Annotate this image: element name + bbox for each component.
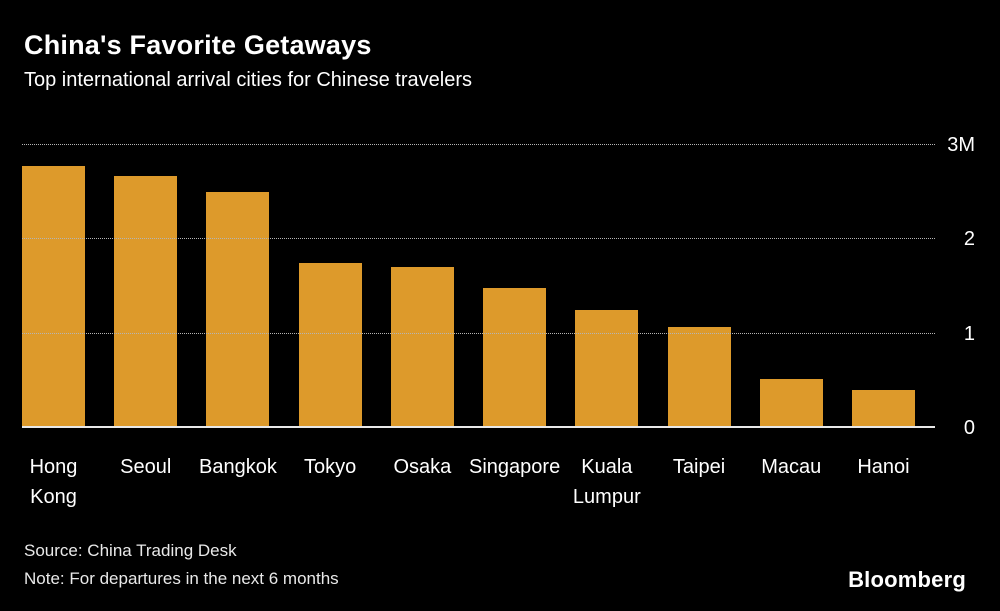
- bar-hanoi: [852, 390, 915, 428]
- gridline: [22, 332, 935, 334]
- bar-taipei: [667, 327, 731, 428]
- x-axis-labels: Hong Kong Seoul Bangkok Tokyo Osaka Singapore…: [22, 452, 915, 542]
- bar-tokyo: [298, 262, 362, 428]
- gridline: [22, 238, 935, 240]
- y-tick-label: 0: [963, 417, 975, 439]
- x-tick-label-kuala-lumpur: Kuala Lumpur: [572, 456, 641, 508]
- bar-singapore: [483, 288, 547, 428]
- bar-hong-kong: [22, 165, 85, 428]
- gridline: [22, 144, 935, 145]
- bar-kuala-lumpur: [575, 310, 639, 428]
- x-axis-baseline: [22, 426, 935, 428]
- x-tick-label-macau: Macau: [761, 456, 822, 478]
- bar-seoul: [114, 176, 178, 428]
- x-tick-label-taipei: Taipei: [672, 456, 726, 478]
- x-tick-label-singapore: Singapore: [469, 456, 561, 478]
- bloomberg-logo: Bloomberg: [848, 567, 966, 592]
- chart-title: China's Favorite Getaways: [24, 30, 372, 60]
- y-tick-label: 3M: [947, 134, 975, 156]
- bar-bangkok: [206, 192, 270, 428]
- x-tick-label-bangkok: Bangkok: [199, 456, 277, 478]
- x-tick-label-osaka: Osaka: [393, 456, 452, 478]
- x-tick-label-tokyo: Tokyo: [304, 456, 357, 478]
- source-note: Source: China Trading Desk: [24, 541, 237, 560]
- bar-osaka: [390, 266, 454, 428]
- x-tick-label-seoul: Seoul: [120, 456, 172, 478]
- y-tick-label: 2: [963, 228, 975, 251]
- x-tick-label-hanoi: Hanoi: [857, 456, 910, 478]
- y-tick-label: 1: [963, 322, 975, 345]
- chart-subtitle: Top international arrival cities for Chi…: [24, 69, 472, 91]
- bar-macau: [759, 378, 823, 428]
- chart-note: Note: For departures in the next 6 month…: [24, 569, 339, 588]
- x-tick-label-hong-kong: Hong Kong: [29, 456, 78, 508]
- bars-container: [22, 145, 915, 428]
- plot-area: 3M 2 1 0: [22, 135, 975, 438]
